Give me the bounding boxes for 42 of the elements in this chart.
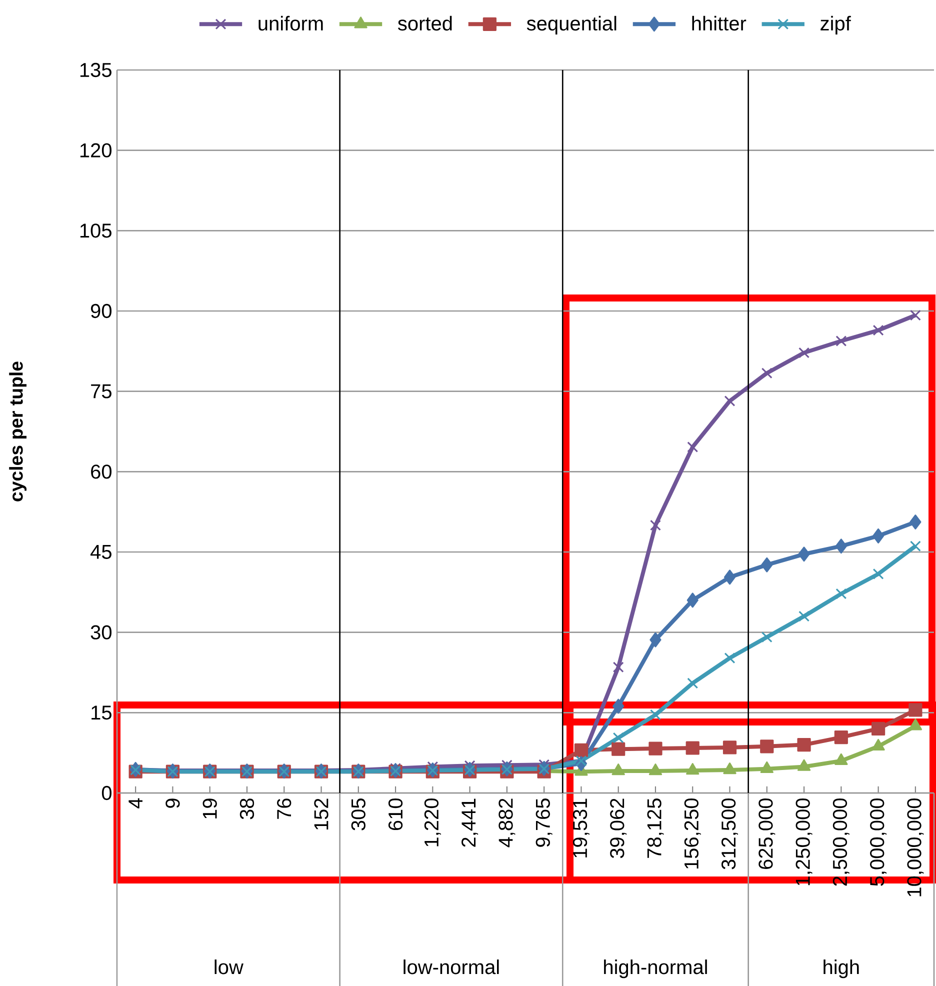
x-tick-label: 19 xyxy=(202,798,217,818)
y-tick-label: 105 xyxy=(80,224,112,238)
y-tick-label: 75 xyxy=(91,384,112,398)
x-tick-label: 2,441 xyxy=(462,798,478,847)
x-tick-label: 38 xyxy=(240,798,254,820)
y-tick-label: 30 xyxy=(90,625,112,640)
x-tick-label: 5,000,000 xyxy=(870,798,887,886)
x-tick-label: 305 xyxy=(351,798,366,830)
legend-label: uniform xyxy=(258,16,323,31)
x-tick-label: 625,000 xyxy=(758,798,776,869)
y-axis-title: cycles per tuple xyxy=(9,362,26,502)
y-tick-label: 0 xyxy=(102,786,112,800)
x-tick-label: 1,250,000 xyxy=(796,798,812,886)
legend-label: zipf xyxy=(820,16,851,35)
x-tick-label: 152 xyxy=(314,798,328,830)
x-tick-label: 610 xyxy=(388,798,403,830)
x-tick-label: 19,531 xyxy=(572,798,590,858)
x-tick-label: 76 xyxy=(277,798,292,819)
text: low xyxy=(214,960,244,974)
x-tick-label: 156,250 xyxy=(684,798,701,868)
text: low-normal xyxy=(404,960,499,974)
x-tick-label: 4,882 xyxy=(498,798,516,848)
x-tick-label: 9 xyxy=(166,798,180,808)
x-tick-label: 312,500 xyxy=(721,798,738,870)
y-tick-label: 45 xyxy=(90,545,112,559)
y-tick-label: 135 xyxy=(80,62,112,78)
x-tick-label: 1,220 xyxy=(424,798,441,846)
legend-label: sequential xyxy=(526,16,616,35)
x-tick-label: 10,000,000 xyxy=(907,798,924,896)
y-tick-label: 120 xyxy=(80,143,112,158)
y-tick-label: 90 xyxy=(90,304,112,318)
legend-label: sorted xyxy=(398,16,452,31)
x-tick-label: 2,500,000 xyxy=(832,798,850,886)
legend-label: hhitter xyxy=(692,16,746,31)
x-tick-label: 78,125 xyxy=(647,798,664,858)
text: high-normal xyxy=(604,960,707,978)
x-tick-label: 39,062 xyxy=(610,798,627,858)
x-tick-label: 9,765 xyxy=(536,798,552,847)
y-tick-label: 60 xyxy=(91,464,112,479)
y-tick-label: 15 xyxy=(92,706,112,720)
x-tick-label: 4 xyxy=(128,798,142,808)
text: high xyxy=(824,960,859,978)
